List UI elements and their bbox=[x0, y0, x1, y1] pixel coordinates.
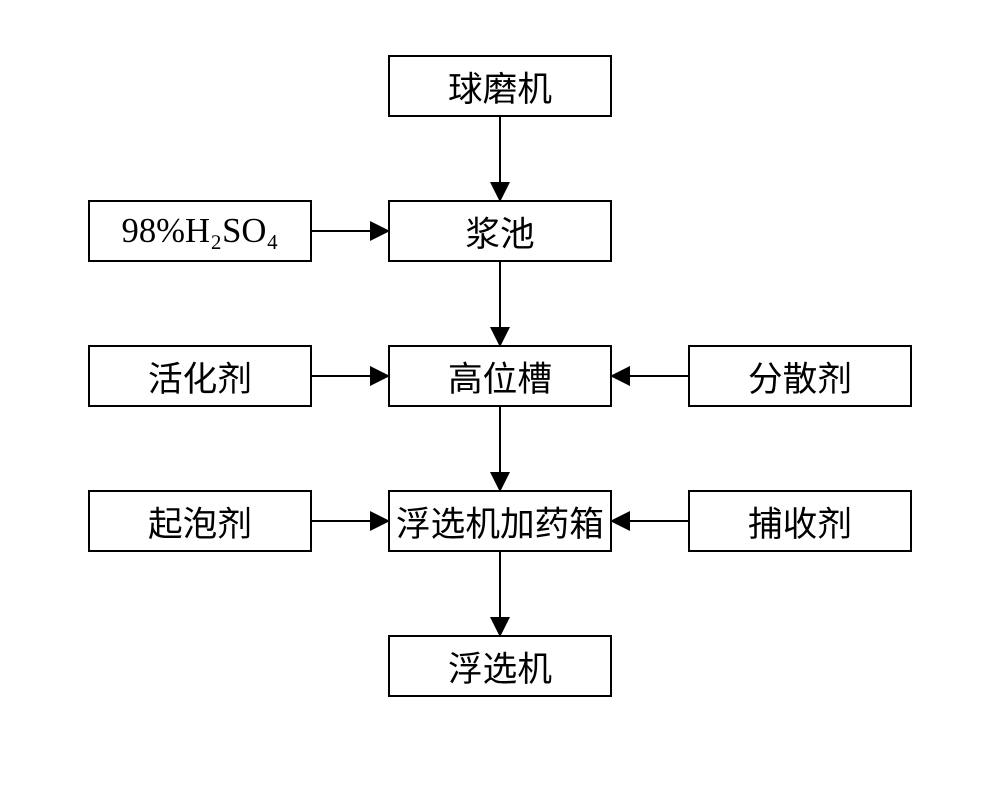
node-label: 高位槽 bbox=[448, 351, 552, 401]
node-label: 起泡剂 bbox=[148, 496, 252, 546]
node-label: 分散剂 bbox=[748, 351, 852, 401]
node-activator: 活化剂 bbox=[88, 345, 312, 407]
node-ball_mill: 球磨机 bbox=[388, 55, 612, 117]
node-flotation: 浮选机 bbox=[388, 635, 612, 697]
node-label: 98%H₂SO₄ bbox=[121, 212, 278, 251]
flowchart-stage: 球磨机 98%H₂SO₄ 浆池活化剂 高位槽 分散剂起泡剂 浮选机加药箱 捕收剂浮选机 bbox=[0, 0, 1000, 810]
node-collector: 捕收剂 bbox=[688, 490, 912, 552]
node-label: 活化剂 bbox=[148, 351, 252, 401]
node-label: 球磨机 bbox=[448, 61, 552, 111]
node-dispersant: 分散剂 bbox=[688, 345, 912, 407]
node-label: 浮选机 bbox=[448, 641, 552, 691]
node-h2so4: 98%H₂SO₄ bbox=[88, 200, 312, 262]
node-head_tank: 高位槽 bbox=[388, 345, 612, 407]
node-slurry: 浆池 bbox=[388, 200, 612, 262]
node-dose_box: 浮选机加药箱 bbox=[388, 490, 612, 552]
node-label: 捕收剂 bbox=[748, 496, 852, 546]
node-label: 浮选机加药箱 bbox=[396, 496, 604, 546]
node-label: 浆池 bbox=[465, 206, 534, 256]
node-frother: 起泡剂 bbox=[88, 490, 312, 552]
